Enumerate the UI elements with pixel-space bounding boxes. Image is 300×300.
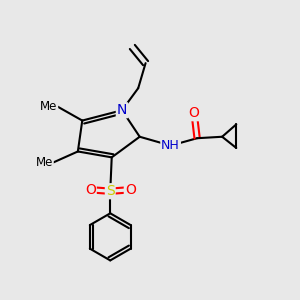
- Text: Me: Me: [40, 100, 57, 113]
- Text: O: O: [189, 106, 200, 120]
- Text: S: S: [106, 184, 115, 198]
- Text: NH: NH: [161, 139, 180, 152]
- Text: N: N: [117, 103, 127, 117]
- Text: O: O: [125, 183, 136, 197]
- Text: Me: Me: [35, 156, 53, 169]
- Text: O: O: [85, 183, 96, 197]
